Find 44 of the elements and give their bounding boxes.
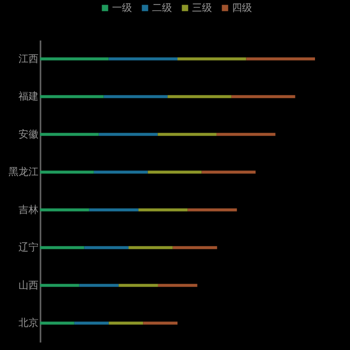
bar xyxy=(118,284,158,287)
bar xyxy=(40,284,80,287)
bar xyxy=(40,95,104,98)
y-tick-label: 吉林 xyxy=(18,204,38,216)
bar xyxy=(108,322,144,325)
legend-label: 四级 xyxy=(232,2,252,14)
bar xyxy=(143,322,178,325)
bar xyxy=(148,170,202,174)
bar xyxy=(98,132,158,136)
bar xyxy=(40,322,74,325)
bar xyxy=(104,95,168,98)
bar xyxy=(40,246,84,250)
y-tick-label: 福建 xyxy=(18,90,38,103)
bar xyxy=(108,57,178,60)
bar xyxy=(188,208,237,212)
y-tick-label: 北京 xyxy=(18,317,38,330)
bar xyxy=(40,132,99,136)
y-tick-label: 江西 xyxy=(18,52,38,65)
bar xyxy=(246,57,315,60)
bar xyxy=(128,246,173,250)
bar xyxy=(231,95,296,98)
legend-label: 二级 xyxy=(152,2,172,14)
bar xyxy=(79,284,119,287)
bar xyxy=(40,57,109,60)
y-tick-label: 安徽 xyxy=(18,128,38,140)
bar xyxy=(158,132,217,136)
bar xyxy=(84,246,129,250)
bar xyxy=(168,95,232,98)
bar xyxy=(172,246,218,250)
bar xyxy=(89,208,138,212)
y-tick-label: 黑龙江 xyxy=(8,166,38,178)
legend-label: 一级 xyxy=(112,2,132,14)
y-tick-label: 山西 xyxy=(18,279,38,292)
bar xyxy=(40,208,90,212)
bar xyxy=(202,170,256,174)
bar xyxy=(94,170,148,174)
bar xyxy=(178,57,246,60)
legend-label: 三级 xyxy=(192,2,212,14)
bar xyxy=(40,170,94,174)
bar xyxy=(158,284,198,287)
y-tick-label: 辽宁 xyxy=(18,242,38,254)
bar xyxy=(74,322,109,325)
bar xyxy=(138,208,188,212)
bar xyxy=(216,132,276,136)
